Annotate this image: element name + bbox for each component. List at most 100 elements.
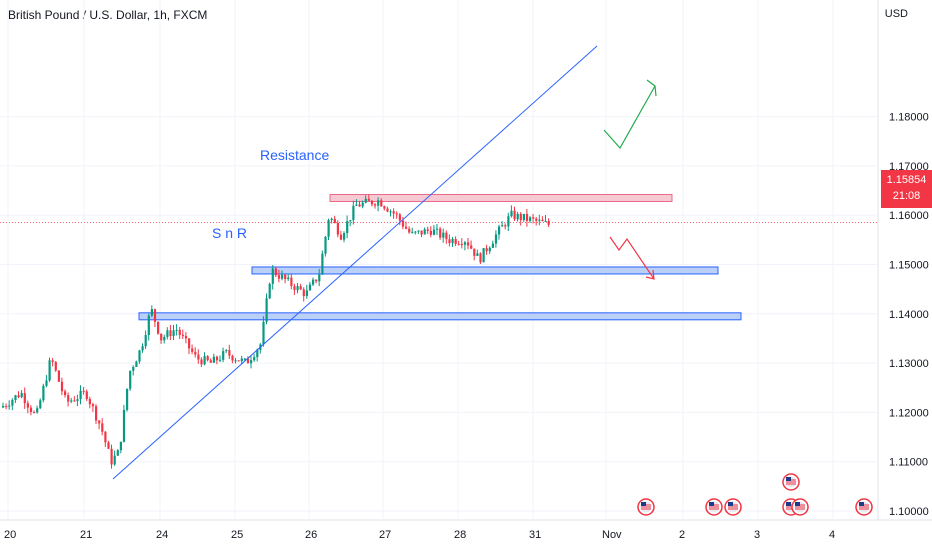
candle-body (318, 274, 321, 282)
candle-body (547, 220, 550, 225)
candle-body (513, 210, 516, 220)
currency-label: USD (884, 8, 908, 20)
candle-body (98, 420, 101, 424)
candle-body (250, 360, 253, 364)
grid (0, 0, 932, 521)
y-tick-label: 1.17000 (889, 161, 929, 173)
snr-label: S n R (212, 225, 247, 241)
candle-body (181, 334, 184, 336)
candle-body (95, 406, 98, 421)
candle-body (389, 211, 392, 213)
candle-body (516, 213, 519, 220)
x-tick-label: 4 (829, 529, 835, 541)
y-tick-label: 1.10000 (889, 506, 929, 518)
candle-body (82, 390, 85, 392)
candle-body (191, 348, 194, 352)
candle-body (200, 359, 203, 365)
candle-body (169, 330, 172, 337)
x-tick-label: 25 (231, 529, 243, 541)
candle-body (498, 226, 501, 235)
candle-body (67, 395, 70, 402)
candle-body (315, 279, 318, 282)
candle-body (439, 228, 442, 238)
candle-body (79, 390, 82, 400)
candle-body (194, 351, 197, 355)
last-price-tag: 1.15854 21:08 (881, 170, 932, 208)
candle-body (166, 330, 169, 337)
x-tick-label: 20 (4, 529, 16, 541)
x-tick-label: 3 (754, 529, 760, 541)
candle-body (429, 230, 432, 235)
bar-countdown: 21:08 (892, 190, 921, 202)
candle-body (374, 204, 377, 206)
candle-body (42, 385, 45, 401)
candle-body (367, 198, 370, 201)
candle-body (457, 243, 460, 245)
candle-body (339, 234, 343, 240)
resistance-label: Resistance (260, 147, 329, 163)
projections (603, 79, 657, 280)
candle-body (110, 448, 113, 465)
candle-body (107, 442, 110, 449)
flag-canton (786, 502, 791, 506)
flag-canton (795, 502, 800, 506)
candle-body (463, 242, 467, 245)
zone-box (329, 193, 673, 202)
candle-body (240, 358, 243, 362)
candle-body (321, 253, 324, 275)
candle-body (141, 346, 144, 351)
candle-body (57, 370, 60, 382)
candle-body (405, 226, 408, 229)
candle-body (411, 231, 414, 233)
candle-body (144, 335, 147, 347)
candle-body (246, 358, 250, 364)
candle-body (209, 360, 212, 363)
uk-flag-icon (782, 473, 800, 491)
candle-body (417, 230, 420, 232)
candle-body (408, 228, 411, 233)
zones (138, 193, 742, 321)
candle-body (206, 356, 209, 361)
candle-body (333, 218, 336, 223)
candle-body (330, 218, 333, 221)
candle-body (234, 360, 237, 362)
candle-body (76, 399, 79, 402)
y-tick-label: 1.11000 (889, 457, 928, 469)
x-tick-label: 27 (379, 529, 391, 541)
candle-body (392, 211, 395, 214)
candle-body (17, 395, 20, 398)
events (637, 473, 873, 516)
candle-body (532, 217, 535, 219)
candle-body (479, 253, 482, 263)
y-tick-label: 1.18000 (889, 112, 929, 124)
candle-body (132, 366, 135, 371)
candle-body (377, 200, 380, 206)
candle-body (364, 198, 367, 203)
candle-body (29, 407, 33, 413)
candles (2, 194, 550, 469)
candle-body (470, 245, 473, 249)
candle-body (268, 283, 271, 299)
candle-body (119, 441, 122, 451)
candle-body (219, 359, 222, 361)
candle-body (442, 232, 445, 238)
candle-body (160, 333, 163, 341)
candle-body (271, 268, 274, 284)
candle-body (23, 393, 26, 404)
candle-body (401, 220, 405, 227)
candle-body (122, 409, 126, 442)
candle-body (243, 358, 246, 360)
candle-body (126, 388, 129, 410)
flag-canton (641, 502, 646, 506)
candle-body (237, 360, 240, 362)
candle-body (197, 354, 200, 360)
candle-body (485, 248, 488, 252)
candle-body (423, 229, 426, 235)
candle-body (281, 274, 284, 279)
candle-body (60, 381, 64, 392)
candle-body (11, 399, 14, 406)
candle-body (510, 210, 513, 217)
candle-body (20, 393, 23, 398)
candle-body (135, 361, 138, 367)
